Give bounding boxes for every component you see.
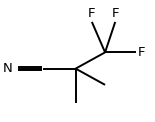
Text: F: F xyxy=(111,7,119,20)
Text: N: N xyxy=(3,62,13,75)
Text: F: F xyxy=(137,46,145,59)
Text: F: F xyxy=(88,7,96,20)
